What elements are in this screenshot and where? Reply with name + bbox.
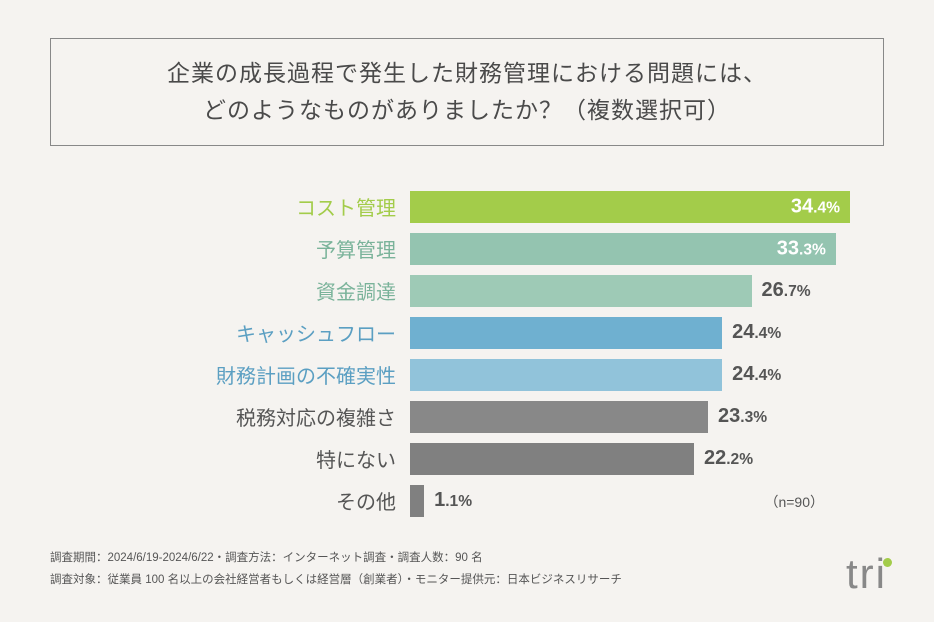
logo-text: tri: [846, 550, 887, 597]
bar-value: 34.4%: [791, 195, 840, 218]
bar-label: 財務計画の不確実性: [70, 360, 410, 389]
logo-dot: [883, 558, 892, 567]
bar-row: 予算管理 33.3%: [70, 232, 864, 266]
footer-line-2: 調査対象：従業員 100 名以上の会社経営者もしくは経営層（創業者）・モニター提…: [50, 570, 622, 592]
bar-label: その他: [70, 486, 410, 515]
title-box: 企業の成長過程で発生した財務管理における問題には、 どのようなものがありましたか…: [50, 38, 884, 146]
bar-value: 22.2%: [704, 447, 753, 470]
bar-value: 24.4%: [732, 363, 781, 386]
bar-value: 26.7%: [762, 279, 811, 302]
bar: 33.3%: [410, 233, 836, 265]
bar-label: コスト管理: [70, 192, 410, 221]
title-line-2: どのようなものがありましたか？（複数選択可）: [71, 92, 863, 129]
bar: [410, 317, 722, 349]
bar: 34.4%: [410, 191, 850, 223]
bar-label: キャッシュフロー: [70, 318, 410, 347]
bar-row: 財務計画の不確実性 24.4%: [70, 358, 864, 392]
bar-area: 33.3%: [410, 233, 864, 265]
logo: tri: [846, 550, 892, 598]
bar-row: その他 1.1%: [70, 484, 864, 518]
bar-area: 24.4%: [410, 359, 864, 391]
bar-area: 23.3%: [410, 401, 864, 433]
bar-area: 22.2%: [410, 443, 864, 475]
bar-area: 34.4%: [410, 191, 864, 223]
bar-label: 税務対応の複雑さ: [70, 402, 410, 431]
bar-chart: コスト管理 34.4% 予算管理 33.3% 資金調達 26.7% キャッシュフロー 24.4…: [70, 190, 864, 518]
bar-value: 33.3%: [777, 237, 826, 260]
bar-label: 特にない: [70, 444, 410, 473]
bar-row: 税務対応の複雑さ 23.3%: [70, 400, 864, 434]
bar: [410, 485, 424, 517]
bar-value: 1.1%: [434, 489, 472, 512]
bar: [410, 359, 722, 391]
bar-row: キャッシュフロー 24.4%: [70, 316, 864, 350]
bar: [410, 443, 694, 475]
bar: [410, 275, 752, 307]
bar-label: 資金調達: [70, 276, 410, 305]
bar-row: 特にない 22.2%: [70, 442, 864, 476]
bar-value: 24.4%: [732, 321, 781, 344]
footer-notes: 調査期間：2024/6/19-2024/6/22・調査方法：インターネット調査・…: [50, 548, 622, 592]
footer-line-1: 調査期間：2024/6/19-2024/6/22・調査方法：インターネット調査・…: [50, 548, 622, 570]
title-line-1: 企業の成長過程で発生した財務管理における問題には、: [71, 55, 863, 92]
bar-area: 24.4%: [410, 317, 864, 349]
bar-label: 予算管理: [70, 234, 410, 263]
bar-area: 26.7%: [410, 275, 864, 307]
bar-row: 資金調達 26.7%: [70, 274, 864, 308]
bar: [410, 401, 708, 433]
bar-row: コスト管理 34.4%: [70, 190, 864, 224]
n-label: （n=90）: [764, 492, 824, 512]
bar-value: 23.3%: [718, 405, 767, 428]
